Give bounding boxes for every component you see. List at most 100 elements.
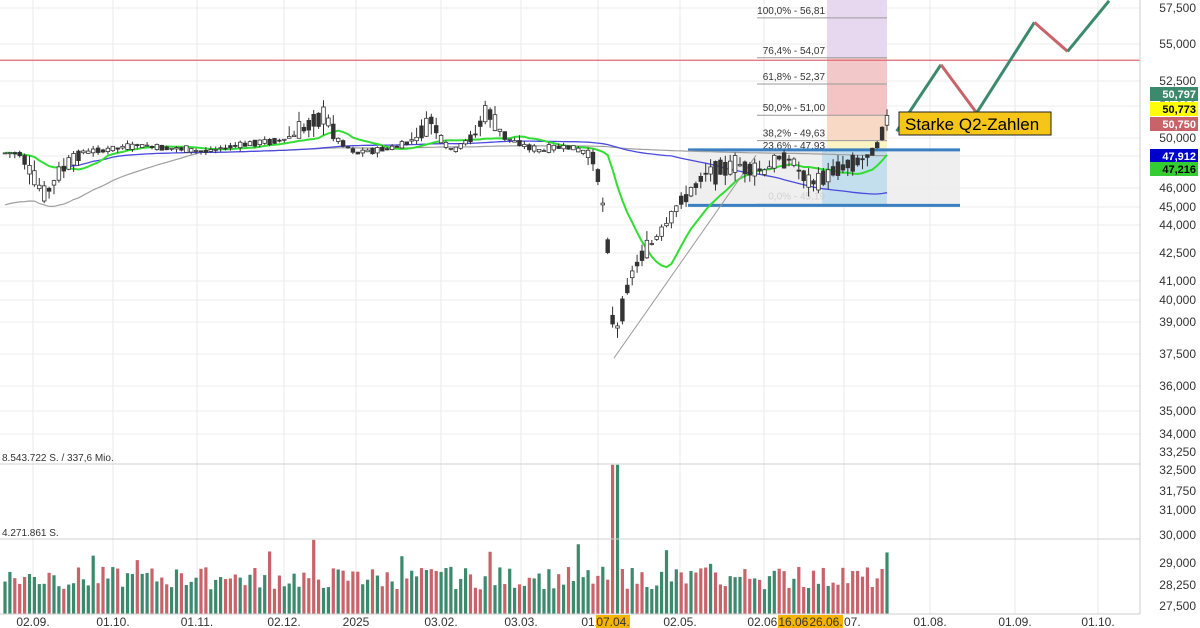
candle-body — [326, 117, 331, 127]
volume-bar — [170, 587, 174, 614]
volume-bar — [557, 574, 561, 614]
candle-body — [502, 131, 507, 140]
candle-body — [384, 148, 390, 151]
candle-body — [806, 174, 811, 188]
candle-body — [777, 155, 782, 160]
candle-body — [345, 146, 351, 149]
volume-bar — [27, 573, 32, 614]
candle-body — [625, 284, 630, 294]
volume-bar — [160, 577, 164, 614]
volume-bar — [655, 585, 659, 614]
volume-bar — [385, 572, 389, 614]
volume-bar — [689, 570, 693, 614]
annotation-box — [898, 111, 1052, 136]
candle-body — [664, 222, 669, 227]
candle-body — [634, 261, 640, 267]
candle-body — [149, 145, 155, 148]
volume-bar — [238, 577, 242, 614]
candle-body — [120, 145, 125, 149]
candle-body — [522, 143, 527, 148]
volume-bar — [8, 571, 12, 614]
candle-body — [184, 145, 189, 153]
volume-bar — [415, 576, 419, 614]
candle-body — [453, 146, 458, 152]
volume-bar — [831, 582, 835, 614]
volume-bar — [478, 589, 482, 614]
volume-bar — [57, 586, 61, 614]
candle-body — [282, 138, 287, 141]
volume-bar — [42, 583, 46, 614]
candle-body — [394, 145, 400, 148]
candle-body — [845, 159, 850, 169]
projection-segment — [1033, 21, 1069, 53]
volume-bar — [307, 578, 311, 614]
volume-bar — [566, 567, 571, 614]
y-tick-label: 31,750 — [1159, 484, 1196, 498]
candle-body — [674, 205, 679, 212]
candle-body — [218, 147, 223, 150]
volume-bar — [204, 567, 208, 614]
candle-body — [247, 141, 253, 147]
candle-body — [826, 169, 831, 183]
x-tick-label: 01.09. — [998, 615, 1031, 628]
volume-bar — [81, 579, 85, 614]
candle-body — [61, 165, 66, 172]
volume-bar — [635, 583, 639, 614]
volume-bar — [356, 571, 360, 614]
volume-bar — [67, 584, 71, 614]
fibonacci-label: 50,0% - 51,00 — [763, 103, 826, 114]
volume-bar — [86, 585, 90, 614]
candle-body — [51, 180, 57, 186]
volume-bar — [194, 577, 198, 614]
candle-body — [752, 162, 757, 177]
volume-bar — [429, 569, 433, 614]
candle-body — [42, 185, 47, 202]
volume-mid-label: 4.271.861 S. — [2, 528, 59, 539]
volume-bar — [419, 568, 424, 614]
candle-body — [228, 145, 233, 149]
volume-bar — [762, 589, 767, 614]
volume-bar — [718, 584, 722, 614]
volume-bar — [753, 578, 757, 614]
candle-body — [659, 226, 664, 237]
volume-bar — [473, 587, 477, 614]
candle-body — [630, 270, 635, 279]
candle-body — [355, 151, 360, 155]
candle-body — [335, 137, 341, 142]
price-tag — [1150, 162, 1198, 176]
candle-body — [86, 150, 91, 154]
candle-body — [340, 140, 346, 147]
candle-body — [566, 145, 571, 150]
candle-body — [375, 147, 380, 154]
volume-bar — [532, 578, 536, 614]
volume-bar — [101, 566, 105, 614]
volume-bar — [76, 567, 81, 614]
candle-body — [429, 116, 434, 125]
candle-body — [110, 145, 115, 152]
price-tag — [1150, 149, 1198, 163]
fibonacci-zone — [827, 17, 887, 58]
volume-bar — [219, 577, 223, 614]
fibonacci-label: 61,8% - 52,37 — [763, 72, 826, 83]
volume-bar — [517, 584, 522, 614]
volume-bar — [13, 578, 17, 614]
volume-bar — [268, 551, 272, 614]
volume-bar — [111, 567, 115, 614]
candle-body — [12, 152, 17, 155]
volume-bar — [645, 587, 649, 614]
volume-bar — [150, 568, 154, 614]
candle-body — [22, 155, 27, 165]
volume-bar — [277, 575, 281, 614]
x-tick-label: 02.09. — [16, 615, 49, 628]
volume-bar — [625, 588, 629, 614]
candle-body — [757, 168, 762, 172]
fibonacci-label: 23,6% - 47,93 — [763, 141, 826, 152]
y-tick-label: 40,000 — [1159, 293, 1196, 307]
volume-bar — [669, 581, 673, 614]
candle-body — [159, 144, 164, 151]
x-tick-label: 02.12. — [267, 615, 300, 628]
volume-bar — [748, 578, 752, 614]
date-highlight-label: 16.06. — [778, 615, 811, 628]
candle-body — [414, 136, 419, 142]
candle-body — [532, 145, 537, 152]
